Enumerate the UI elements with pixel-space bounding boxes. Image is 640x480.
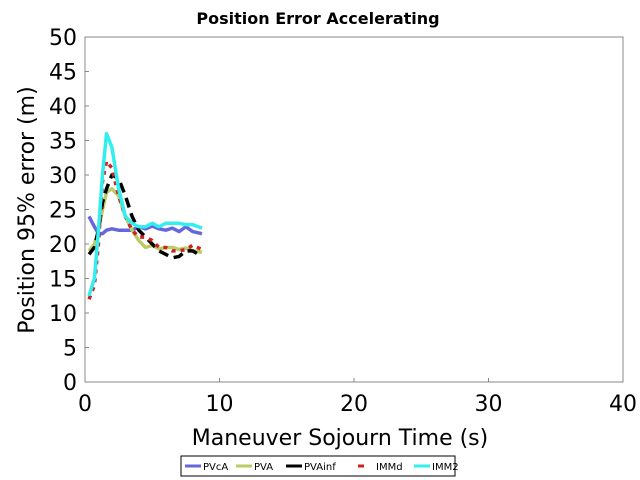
legend-label: PVAinf: [304, 462, 336, 473]
y-tick-label: 45: [49, 61, 77, 86]
y-tick-label: 35: [49, 130, 77, 155]
plot-area: [84, 36, 624, 383]
y-tick-label: 0: [63, 371, 77, 396]
y-tick-label: 40: [49, 95, 77, 120]
y-axis-label: Position 95% error (m): [15, 86, 40, 333]
y-tick-label: 25: [49, 199, 77, 224]
series-line-pva: [87, 187, 203, 255]
x-tick-label: 10: [206, 392, 234, 417]
y-tick-label: 15: [49, 268, 77, 293]
y-tick-label: 30: [49, 164, 77, 189]
legend-label: PVA: [254, 462, 273, 473]
x-axis-label: Maneuver Sojourn Time (s): [192, 426, 488, 451]
series-line-imm2: [87, 131, 203, 297]
y-tick-label: 50: [49, 26, 77, 51]
legend: [180, 455, 456, 477]
x-tick-label: 0: [78, 392, 92, 417]
chart-title: Position Error Accelerating: [196, 9, 439, 28]
x-tick-label: 20: [340, 392, 368, 417]
x-tick-label: 40: [609, 392, 637, 417]
y-tick-label: 5: [63, 337, 77, 362]
legend-label: IMM2: [432, 462, 459, 473]
y-tick-label: 20: [49, 233, 77, 258]
legend-label: PVcA: [203, 462, 228, 473]
x-tick-label: 30: [475, 392, 503, 417]
series-line-pvainf: [87, 173, 203, 260]
y-tick-label: 10: [49, 302, 77, 327]
legend-label: IMMd: [376, 462, 403, 473]
